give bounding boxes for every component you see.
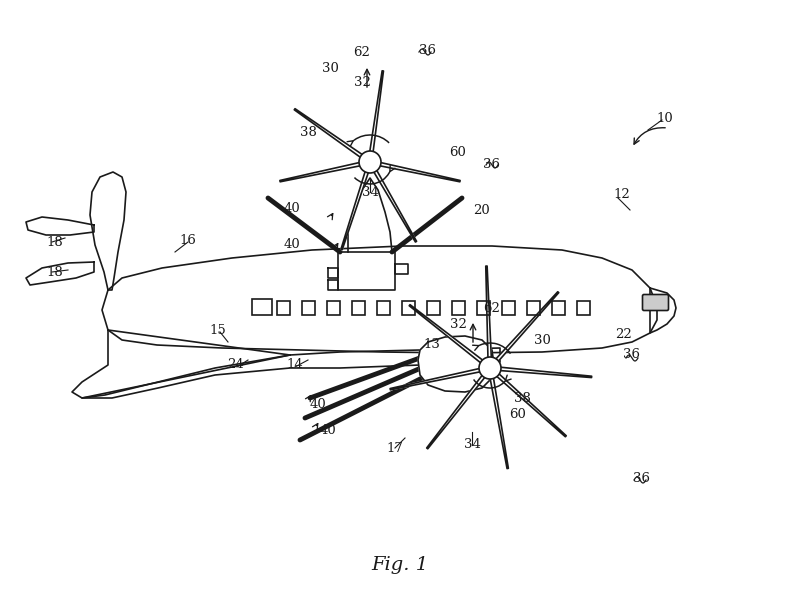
- Text: 36: 36: [419, 43, 437, 56]
- Text: 34: 34: [463, 439, 481, 451]
- Polygon shape: [294, 109, 371, 163]
- Text: 40: 40: [284, 202, 300, 214]
- Bar: [402, 301, 415, 315]
- Circle shape: [359, 151, 381, 173]
- Polygon shape: [338, 252, 395, 290]
- Text: 40: 40: [284, 238, 300, 251]
- Text: 10: 10: [657, 112, 674, 124]
- Bar: [427, 301, 440, 315]
- Polygon shape: [26, 217, 94, 235]
- Polygon shape: [490, 366, 592, 377]
- Text: 22: 22: [616, 329, 632, 341]
- Polygon shape: [368, 71, 383, 162]
- Text: 18: 18: [46, 265, 63, 278]
- FancyBboxPatch shape: [642, 295, 669, 311]
- Polygon shape: [489, 367, 566, 437]
- Text: 12: 12: [614, 188, 630, 202]
- Circle shape: [479, 357, 501, 379]
- Text: 36: 36: [634, 472, 650, 485]
- Bar: [352, 301, 365, 315]
- Text: 62: 62: [483, 301, 501, 314]
- Text: 40: 40: [320, 424, 336, 437]
- Bar: [527, 301, 540, 315]
- Bar: [277, 301, 290, 315]
- Bar: [502, 301, 515, 315]
- Polygon shape: [26, 262, 94, 285]
- Bar: [452, 301, 465, 315]
- Text: 13: 13: [423, 338, 441, 352]
- Text: 38: 38: [514, 391, 530, 404]
- Bar: [302, 301, 315, 315]
- Text: 32: 32: [354, 76, 370, 88]
- Polygon shape: [90, 172, 126, 290]
- Text: 24: 24: [226, 358, 243, 371]
- Polygon shape: [369, 161, 417, 242]
- Polygon shape: [102, 246, 657, 353]
- Polygon shape: [488, 368, 508, 469]
- Bar: [577, 301, 590, 315]
- Text: 30: 30: [322, 61, 338, 74]
- Text: 17: 17: [386, 442, 403, 455]
- Text: 20: 20: [474, 203, 490, 217]
- Bar: [377, 301, 390, 315]
- Text: 18: 18: [46, 235, 63, 248]
- Text: 32: 32: [450, 319, 466, 331]
- Polygon shape: [341, 161, 372, 250]
- Polygon shape: [328, 280, 338, 290]
- Polygon shape: [82, 348, 500, 398]
- Text: 36: 36: [623, 349, 641, 361]
- Polygon shape: [426, 367, 491, 449]
- Text: 60: 60: [450, 145, 466, 158]
- Polygon shape: [370, 160, 460, 182]
- Bar: [252, 299, 272, 315]
- Polygon shape: [410, 305, 491, 370]
- Polygon shape: [395, 264, 408, 274]
- Text: 62: 62: [354, 46, 370, 58]
- Polygon shape: [486, 266, 492, 368]
- Text: Fig. 1: Fig. 1: [371, 556, 429, 574]
- Text: 30: 30: [534, 334, 550, 346]
- Polygon shape: [489, 292, 558, 369]
- Polygon shape: [328, 268, 338, 278]
- Bar: [477, 301, 490, 315]
- Text: 36: 36: [483, 158, 501, 172]
- Bar: [327, 301, 340, 315]
- Text: 60: 60: [510, 409, 526, 421]
- Text: 40: 40: [310, 398, 326, 412]
- Polygon shape: [418, 336, 494, 392]
- Polygon shape: [650, 288, 676, 333]
- Text: 38: 38: [299, 125, 317, 139]
- Polygon shape: [72, 330, 290, 398]
- Text: 15: 15: [210, 323, 226, 337]
- Text: 16: 16: [179, 233, 197, 247]
- Bar: [552, 301, 565, 315]
- Polygon shape: [390, 366, 490, 390]
- Text: 14: 14: [286, 358, 303, 371]
- Polygon shape: [280, 160, 370, 182]
- Text: 34: 34: [362, 185, 378, 199]
